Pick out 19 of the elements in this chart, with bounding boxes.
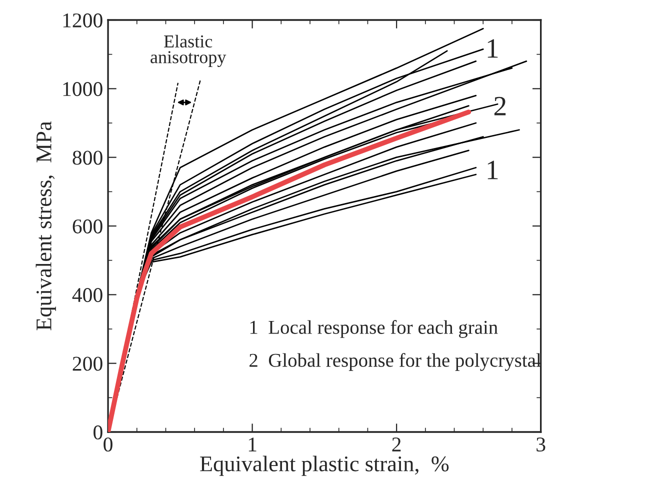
annotation: 2 [494, 96, 506, 116]
x-tick-label: 3 [536, 438, 546, 452]
y-tick-label: 0 [94, 425, 102, 440]
annotation: 1 Local response for each grain [250, 320, 498, 338]
y-tick-label: 800 [72, 150, 102, 165]
annotation: 1 [488, 160, 498, 180]
y-tick-label: 1000 [63, 82, 102, 96]
y-tick-label: 400 [72, 288, 102, 302]
x-tick-label: 1 [248, 438, 256, 452]
y-tick-label: 200 [72, 356, 102, 371]
annotation: Elastic anisotropy [150, 34, 226, 67]
x-tick-label: 2 [392, 438, 401, 452]
y-tick-label: 1200 [63, 13, 102, 28]
x-axis-title: Equivalent plastic strain, % [200, 456, 449, 476]
annotation: 2 Global response for the polycrystal [250, 353, 541, 371]
y-tick-label: 600 [72, 219, 102, 234]
x-tick-label: 0 [104, 437, 112, 452]
annotation: 1 [488, 39, 498, 58]
y-axis-title: Equivalent stress, MPa [36, 121, 56, 330]
